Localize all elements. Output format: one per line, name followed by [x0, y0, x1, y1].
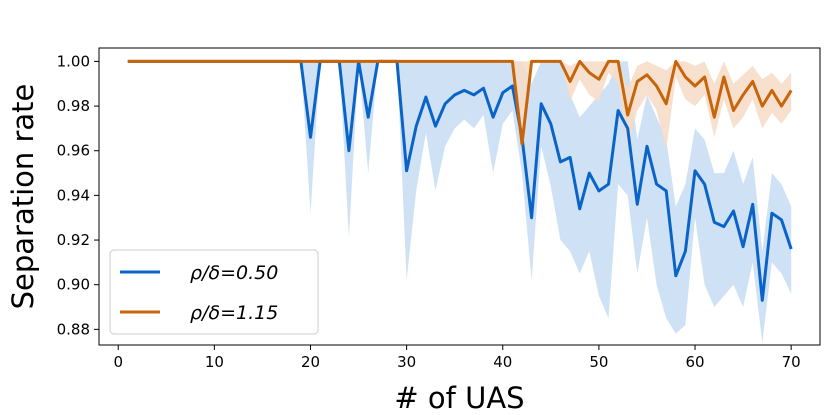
x-tick-label: 20: [301, 353, 320, 371]
y-tick-label: 0.92: [57, 231, 90, 249]
y-tick-label: 1.00: [57, 52, 90, 70]
confidence-band-0: [127, 61, 792, 343]
x-tick-label: 0: [113, 353, 123, 371]
legend-box: [109, 249, 319, 335]
y-tick-label: 0.94: [57, 186, 90, 204]
y-axis-ticks: 0.88 0.90 0.92 0.94 0.96 0.98 1.00: [57, 52, 99, 338]
x-tick-label: 30: [397, 353, 416, 371]
x-axis-ticks: 0 10 20 30 40 50 60 70: [113, 345, 801, 371]
plot-frame: [98, 47, 821, 346]
x-tick-label: 70: [782, 353, 801, 371]
y-tick-label: 0.98: [57, 97, 90, 115]
confidence-band-1: [127, 61, 792, 151]
y-axis-label: Separation rate: [6, 84, 40, 310]
y-tick-label: 0.88: [57, 320, 90, 338]
x-tick-label: 50: [589, 353, 608, 371]
confidence-bands: [127, 61, 792, 343]
y-tick-label: 0.96: [57, 142, 90, 160]
series-lines: [127, 59, 793, 302]
x-axis-label: # of UAS: [394, 381, 524, 415]
x-tick-label: 60: [685, 353, 704, 371]
y-tick-label: 0.90: [57, 276, 90, 294]
series-line-1: [127, 59, 793, 146]
x-tick-label: 10: [205, 353, 224, 371]
legend-label-0: ρ/δ=0.50: [190, 262, 278, 284]
legend-label-1: ρ/δ=1.15: [190, 302, 278, 324]
legend: ρ/δ=0.50 ρ/δ=1.15: [109, 249, 319, 335]
x-tick-label: 40: [493, 353, 512, 371]
